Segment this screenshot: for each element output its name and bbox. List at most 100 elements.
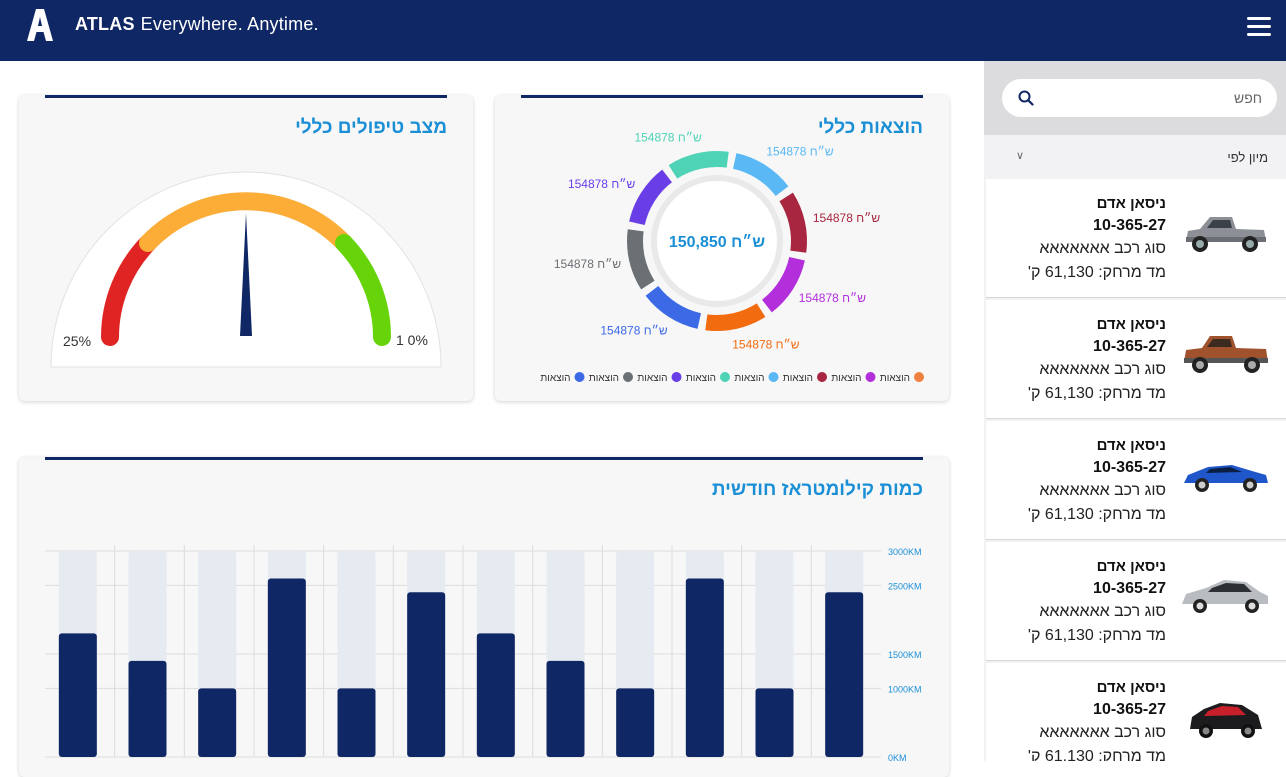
- donut-segment-label: 154878 ש״ח: [813, 211, 881, 225]
- vehicle-sidebar: מיון לפי ∨ ניסאן אדם 10-365-27 סוג רכב א…: [984, 61, 1286, 761]
- search-area: [984, 61, 1286, 135]
- search-icon[interactable]: [1018, 90, 1034, 106]
- legend-dot: [865, 372, 876, 382]
- donut-segment-label: 154878 ש״ח: [568, 177, 636, 191]
- car-odometer: מד מרחק: 61,130 ק': [1027, 627, 1166, 644]
- car-type: סוג רכב אאאאאאא: [1039, 482, 1166, 499]
- donut-segment: [705, 303, 766, 331]
- donut-segment-label: 154878 ש״ח: [732, 338, 800, 352]
- bar: [685, 578, 724, 757]
- brand-text: ATLAS Everywhere. Anytime.: [75, 14, 319, 35]
- legend-label: הוצאות: [686, 373, 716, 384]
- car-name: ניסאן אדם: [1096, 558, 1166, 575]
- car-type: סוג רכב אאאאאאא: [1039, 240, 1166, 257]
- donut-center-total: 150,850 ש״ח: [669, 234, 765, 251]
- bar: [755, 688, 794, 757]
- donut-segment: [779, 192, 807, 253]
- car-thumbnail-black-red-hatchback: [1190, 703, 1262, 738]
- car-name: ניסאן אדם: [1096, 195, 1166, 212]
- bar: [337, 688, 376, 757]
- card-top-line: [45, 457, 923, 460]
- car-plate: 10-365-27: [1093, 701, 1166, 718]
- legend-label: הוצאות: [637, 373, 667, 384]
- legend-dot: [914, 372, 924, 382]
- bar: [616, 688, 655, 757]
- car-plate: 10-365-27: [1093, 580, 1166, 597]
- car-list-item[interactable]: ניסאן אדם 10-365-27 סוג רכב אאאאאאא מד מ…: [986, 300, 1286, 419]
- chevron-down-icon[interactable]: ∨: [1016, 150, 1025, 162]
- car-name: ניסאן אדם: [1096, 437, 1166, 454]
- legend-dot: [768, 372, 779, 382]
- search-input[interactable]: [1042, 87, 1262, 109]
- car-list-item[interactable]: ניסאן אדם 10-365-27 סוג רכב אאאאאאא מד מ…: [986, 542, 1286, 661]
- hamburger-menu-icon[interactable]: [1247, 17, 1271, 37]
- sort-dropdown[interactable]: מיון לפי ∨: [984, 135, 1286, 179]
- car-list-item[interactable]: ניסאן אדם 10-365-27 סוג רכב אאאאאאא מד מ…: [986, 663, 1286, 761]
- bar: [58, 633, 97, 757]
- atlas-a-logo-icon[interactable]: [26, 7, 54, 43]
- legend-label: הוצאות: [783, 373, 813, 384]
- car-thumbnail-bronze-pickup: [1184, 336, 1268, 373]
- car-thumbnail-gray-pickup: [1186, 217, 1266, 252]
- y-tick-label: 3000KM: [888, 547, 922, 557]
- search-box[interactable]: [1002, 79, 1277, 117]
- card-top-line: [45, 95, 447, 98]
- donut-card-title: הוצאות כללי: [817, 117, 923, 138]
- monthly-mileage-card: כמות קילומטראז חודשית 3000KM 2500KM 1500KM…: [19, 457, 949, 777]
- donut-segment: [627, 229, 655, 290]
- donut-inner-ring: [651, 175, 783, 307]
- donut-segment: [761, 256, 805, 313]
- legend-dot: [574, 372, 585, 382]
- donut-segment: [645, 285, 702, 329]
- legend-label: הוצאות: [831, 373, 861, 384]
- car-thumbnail-silver-sedan: [1182, 580, 1268, 613]
- y-tick-label: 0KM: [888, 753, 907, 763]
- sort-label: מיון לפי: [1227, 150, 1268, 165]
- bar: [267, 578, 306, 757]
- car-plate: 10-365-27: [1093, 459, 1166, 476]
- legend-label: הוצאות: [589, 373, 619, 384]
- legend-dot: [671, 372, 682, 382]
- gauge-min-label: 25%: [63, 333, 91, 349]
- car-odometer: מד מרחק: 61,130 ק': [1027, 506, 1166, 523]
- donut-inner-circle: [654, 178, 780, 304]
- brand-name: ATLAS: [75, 14, 135, 34]
- donut-segment-label: 154878 ש״ח: [799, 291, 867, 305]
- gauge-max-label: 1 0%: [396, 332, 428, 348]
- car-odometer: מד מרחק: 61,130 ק': [1027, 748, 1166, 761]
- legend-label: הוצאות: [540, 373, 570, 384]
- gauge-green-segment: [335, 234, 391, 346]
- bar: [825, 592, 864, 757]
- car-name: ניסאן אדם: [1096, 679, 1166, 696]
- monthly-mileage-bar-chart: 3000KM 2500KM 1500KM 1000KM 0KM: [45, 545, 922, 763]
- legend-dot: [720, 372, 730, 382]
- bar: [407, 592, 446, 757]
- bar: [198, 688, 237, 757]
- donut-segment-label: 154878 ש״ח: [600, 323, 668, 337]
- bar: [128, 660, 167, 757]
- car-list-item[interactable]: ניסאן אדם 10-365-27 סוג רכב אאאאאאא מד מ…: [986, 179, 1286, 298]
- expenses-donut-chart: 150,850 ש״ח 154878 ש״ח 154878 ש״ח 154878 ש…: [540, 131, 924, 384]
- gauge-card-title: מצב טיפולים כללי: [295, 117, 447, 138]
- car-list-item[interactable]: ניסאן אדם 10-365-27 סוג רכב אאאאאאא מד מ…: [986, 421, 1286, 540]
- treatment-gauge: 25% 1 0%: [50, 171, 442, 368]
- top-header: ATLAS Everywhere. Anytime.: [0, 0, 1286, 61]
- donut-segment-label: 154878 ש״ח: [554, 257, 622, 271]
- gauge-orange-segment: [139, 192, 353, 252]
- car-odometer: מד מרחק: 61,130 ק': [1027, 385, 1166, 402]
- car-type: סוג רכב אאאאאאא: [1039, 724, 1166, 741]
- car-type: סוג רכב אאאאאאא: [1039, 603, 1166, 620]
- bar: [546, 660, 585, 757]
- general-expenses-card: הוצאות כללי 150,850 ש״ח 154878 ש״ח 154878…: [495, 95, 949, 401]
- legend-dot: [623, 372, 633, 382]
- y-tick-label: 2500KM: [888, 581, 922, 591]
- y-tick-label: 1000KM: [888, 684, 922, 694]
- donut-segment: [629, 169, 673, 226]
- treatment-status-card: מצב טיפולים כללי 25% 1 0%: [19, 95, 473, 401]
- gauge-red-segment: [101, 234, 157, 346]
- car-odometer: מד מרחק: 61,130 ק': [1027, 264, 1166, 281]
- car-thumbnail-blue-sports-car: [1184, 465, 1268, 492]
- donut-segment-label: 154878 ש״ח: [766, 145, 834, 159]
- car-plate: 10-365-27: [1093, 338, 1166, 355]
- donut-segment: [732, 153, 789, 197]
